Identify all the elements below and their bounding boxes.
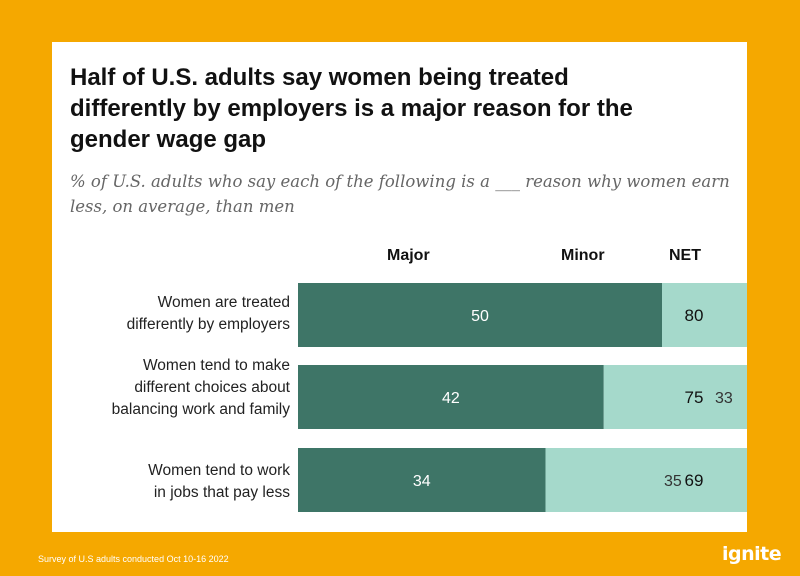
- row-label-line: in jobs that pay less: [153, 484, 290, 501]
- ignite-logo: ignite: [722, 543, 782, 571]
- column-header-minor: Minor: [561, 247, 605, 264]
- column-header-net: NET: [669, 247, 701, 264]
- bar-major-2: [298, 365, 604, 429]
- data-label-major-2: 42: [442, 390, 460, 407]
- bar-minor-2: [603, 365, 747, 429]
- data-label-major-3: 34: [413, 473, 431, 490]
- data-label-major-1: 50: [471, 308, 489, 325]
- data-label-minor-3: 35: [664, 473, 682, 490]
- column-header-major: Major: [387, 247, 430, 264]
- row-label-line: Women tend to work: [148, 462, 290, 479]
- row-label-line: Women tend to make: [142, 357, 290, 374]
- data-label-minor-2: 33: [715, 390, 733, 407]
- chart-subtitle: % of U.S. adults who say each of the fol…: [70, 172, 730, 216]
- logo-wordmark: ignite: [722, 543, 782, 565]
- chart-title: Half of U.S. adults say women being trea…: [70, 64, 633, 153]
- net-value-2: 75: [685, 388, 704, 407]
- bar-minor-1: [662, 283, 747, 347]
- row-label-2: Women tend to make different choices abo…: [30, 355, 290, 421]
- bar-minor-3: [545, 448, 747, 512]
- row-label-line: differently by employers: [126, 316, 290, 333]
- row-label-line: different choices about: [134, 379, 290, 396]
- row-label-line: Women are treated: [157, 294, 290, 311]
- bar-major-1: [298, 283, 662, 347]
- row-label-3: Women tend to work in jobs that pay less: [30, 460, 290, 504]
- row-label-line: balancing work and family: [111, 401, 290, 418]
- stacked-bar-chart: 503080423375343569: [298, 283, 747, 512]
- net-value-3: 69: [685, 471, 704, 490]
- bar-major-3: [298, 448, 546, 512]
- footer-note: Survey of U.S adults conducted Oct 10-16…: [38, 554, 229, 564]
- net-value-1: 80: [685, 306, 704, 325]
- row-label-1: Women are treated differently by employe…: [30, 292, 290, 336]
- chart-card: Half of U.S. adults say women being trea…: [52, 42, 747, 532]
